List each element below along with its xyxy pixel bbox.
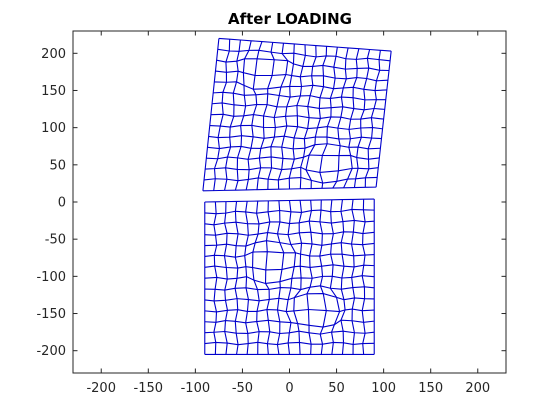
y-tick-label: -50 [45, 233, 66, 248]
y-tick-label: -200 [36, 344, 66, 359]
mesh-column-line [364, 50, 381, 188]
mesh-column-line [264, 200, 271, 355]
mesh-row-line [203, 176, 378, 184]
mesh-layer [202, 37, 392, 355]
mesh-row-line [204, 308, 375, 313]
mesh-column-line [306, 200, 313, 355]
x-tick-label: 0 [285, 381, 293, 396]
mesh-column-line [267, 43, 289, 190]
mesh-row-line [204, 208, 375, 215]
x-tick-label: 100 [371, 381, 396, 396]
mesh-column-line [244, 201, 250, 355]
mesh-series-1 [204, 198, 375, 355]
x-tick-label: -100 [181, 381, 211, 396]
mesh-column-line [353, 49, 371, 188]
x-tick-label: -50 [232, 381, 253, 396]
mesh-row-line [204, 319, 375, 328]
mesh-column-line [343, 48, 360, 189]
x-tick-label: 200 [465, 381, 490, 396]
mesh-column-line [202, 38, 220, 191]
mesh-column-line [305, 46, 328, 189]
mesh-column-line [234, 40, 252, 191]
x-tick-label: 150 [418, 381, 443, 396]
mesh-column-line [361, 199, 366, 355]
mesh-column-line [332, 47, 349, 189]
mesh-column-line [340, 199, 346, 355]
mesh-row-line [204, 341, 375, 346]
mesh-column-line [276, 200, 285, 355]
mesh-column-line [319, 199, 327, 355]
y-tick-label: 0 [58, 196, 66, 211]
x-tick-label: -200 [86, 381, 116, 396]
mesh-column-line [224, 39, 241, 191]
mesh-row-line [204, 285, 375, 291]
mesh-column-line [288, 44, 306, 190]
mesh-row-line [204, 251, 375, 258]
mesh-column-line [285, 200, 297, 355]
y-tick-label: 150 [41, 84, 66, 99]
mesh-row-line [204, 275, 375, 285]
mesh-column-line [256, 42, 275, 190]
y-tick-label: -150 [36, 307, 66, 322]
mesh-series-0 [202, 37, 392, 192]
mesh-column-line [213, 201, 218, 355]
x-tick-label: 50 [328, 381, 345, 396]
ticks-layer: -200 -150 -100 -50 0 50 100 150 200 -200 -150 -100 -… [36, 31, 506, 396]
x-tick-label: -150 [134, 381, 164, 396]
mesh-row-line [204, 231, 375, 236]
y-tick-label: -100 [36, 270, 66, 285]
mesh-column-line [245, 41, 263, 191]
mesh-column-line [375, 51, 392, 188]
y-tick-label: 50 [49, 158, 66, 173]
y-tick-label: 200 [41, 47, 66, 62]
mesh-column-line [223, 201, 229, 355]
mesh-column-line [234, 201, 239, 355]
mesh-row-line [206, 154, 380, 160]
mesh-column-line [299, 45, 317, 189]
mesh-column-line [293, 200, 303, 355]
chart-title: After LOADING [228, 10, 352, 28]
y-tick-label: 100 [41, 121, 66, 136]
mesh-row-line [204, 264, 375, 271]
mesh-column-line [319, 47, 338, 189]
mesh-column-line [329, 199, 341, 355]
mesh-column-line [213, 39, 231, 191]
mesh-row-line [209, 124, 383, 130]
mesh-column-line [350, 199, 356, 355]
mesh-column-line [252, 201, 260, 355]
mesh-column-line [277, 43, 295, 190]
mesh-row-line [211, 102, 385, 111]
